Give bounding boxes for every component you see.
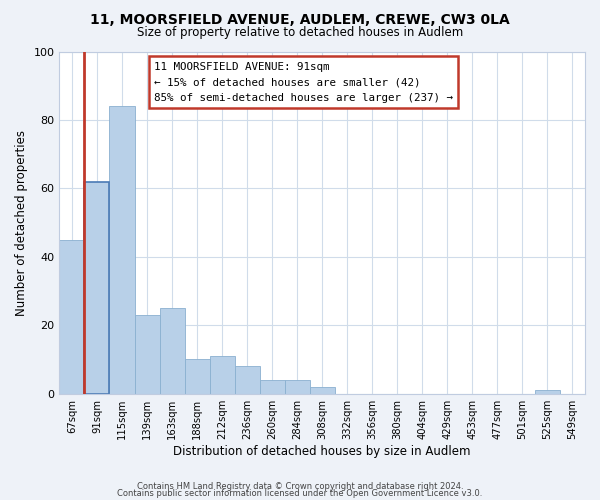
Bar xyxy=(185,360,209,394)
Text: 11 MOORSFIELD AVENUE: 91sqm
← 15% of detached houses are smaller (42)
85% of sem: 11 MOORSFIELD AVENUE: 91sqm ← 15% of det… xyxy=(154,62,453,103)
Bar xyxy=(235,366,260,394)
Text: Size of property relative to detached houses in Audlem: Size of property relative to detached ho… xyxy=(137,26,463,39)
Bar xyxy=(85,182,109,394)
Bar xyxy=(535,390,560,394)
Text: Contains HM Land Registry data © Crown copyright and database right 2024.: Contains HM Land Registry data © Crown c… xyxy=(137,482,463,491)
Bar xyxy=(310,387,335,394)
Bar xyxy=(260,380,284,394)
Bar xyxy=(160,308,185,394)
Bar xyxy=(85,182,109,394)
Bar xyxy=(284,380,310,394)
Y-axis label: Number of detached properties: Number of detached properties xyxy=(15,130,28,316)
Bar xyxy=(109,106,134,394)
X-axis label: Distribution of detached houses by size in Audlem: Distribution of detached houses by size … xyxy=(173,444,471,458)
Bar xyxy=(134,315,160,394)
Text: Contains public sector information licensed under the Open Government Licence v3: Contains public sector information licen… xyxy=(118,489,482,498)
Bar xyxy=(59,240,85,394)
Bar xyxy=(209,356,235,394)
Text: 11, MOORSFIELD AVENUE, AUDLEM, CREWE, CW3 0LA: 11, MOORSFIELD AVENUE, AUDLEM, CREWE, CW… xyxy=(90,12,510,26)
